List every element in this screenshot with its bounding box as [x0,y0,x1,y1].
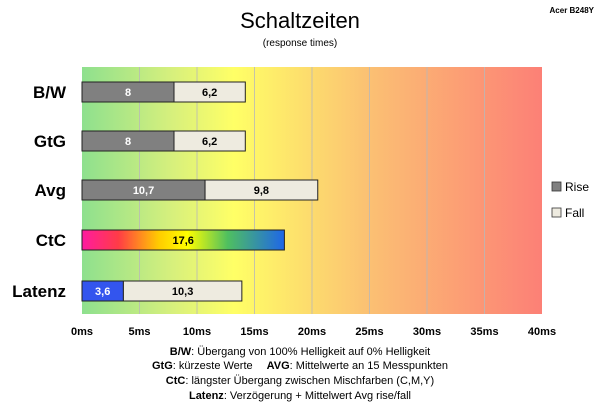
x-tick-label: 15ms [240,326,268,338]
x-tick-label: 20ms [298,326,326,338]
x-tick-label: 40ms [528,326,556,338]
x-tick-label: 25ms [355,326,383,338]
x-tick-label: 10ms [183,326,211,338]
bar-fall [204,179,319,201]
note-ctc: CtC: längster Übergang zwischen Mischfar… [166,375,434,387]
x-tick-label: 0ms [71,326,93,338]
legend-label-rise: Rise [565,180,589,194]
notes: B/W: Übergang von 100% Helligkeit auf 0%… [152,346,448,402]
data-label: 10,7 [133,185,154,197]
x-tick-label: 35ms [470,326,498,338]
x-tick-labels: 0ms 5ms 10ms 15ms 20ms 25ms 30ms 35ms 40ms [71,326,556,338]
note-latenz: Latenz: Verzögerung + Mittelwert Avg ris… [189,390,411,402]
x-tick-label: 5ms [128,326,150,338]
category-label: B/W [33,83,67,102]
x-tick-label: 30ms [413,326,441,338]
bar-fall [173,81,246,103]
category-label: GtG [34,132,66,151]
bars: 8 6,2 8 6,2 10,7 9,8 17,6 3,6 10,3 [81,81,319,302]
data-label: 8 [125,136,131,148]
chart-subtitle: (response times) [263,38,337,49]
category-label: CtC [36,231,66,250]
data-label: 8 [125,87,131,99]
legend-label-fall: Fall [565,206,584,220]
category-label: Avg [35,181,67,200]
bar-fall [122,280,243,302]
chart-title: Schaltzeiten [240,8,360,33]
data-label: 10,3 [172,286,193,298]
category-labels: B/W GtG Avg CtC Latenz [12,83,67,301]
note-gtg-avg: GtG: kürzeste Werte AVG: Mittelwerte an 1… [152,360,448,372]
model-label: Acer B248Y [550,6,595,15]
data-label: 9,8 [254,185,269,197]
category-label: Latenz [12,282,66,301]
legend: Rise Fall [551,180,589,220]
note-bw: B/W: Übergang von 100% Helligkeit auf 0%… [170,346,430,358]
data-label: 6,2 [202,136,217,148]
data-label: 3,6 [95,286,110,298]
legend-swatch-rise [551,181,562,192]
bar-fall [173,130,246,152]
data-label: 17,6 [172,235,193,247]
bar-ctc [81,229,285,251]
legend-swatch-fall [551,207,562,218]
data-label: 6,2 [202,87,217,99]
